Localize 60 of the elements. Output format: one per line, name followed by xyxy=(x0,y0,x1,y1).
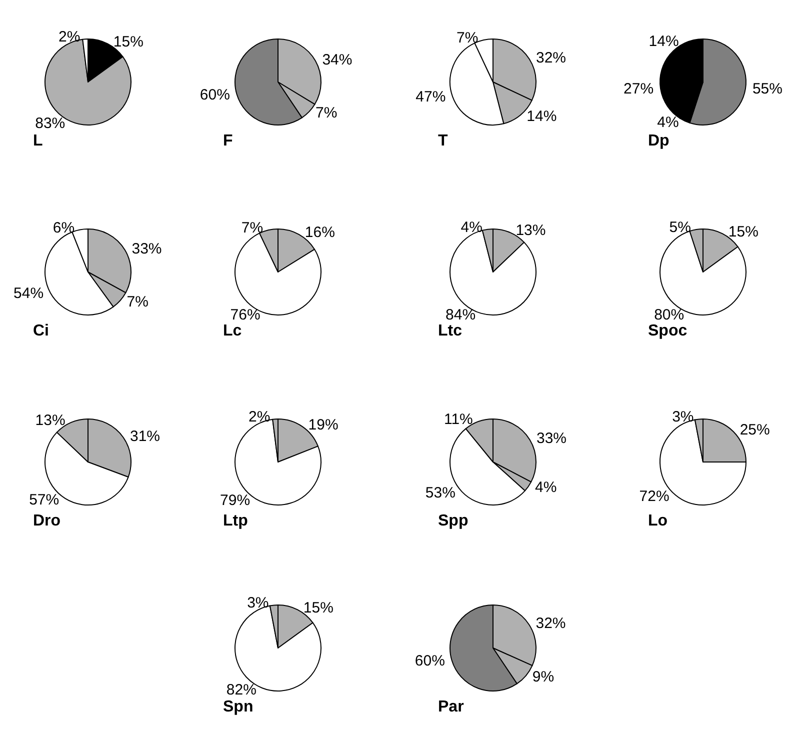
data-label: 7% xyxy=(126,293,148,310)
data-label: 31% xyxy=(130,428,160,445)
text: Dp xyxy=(648,132,670,150)
data-label: 11% xyxy=(444,411,473,428)
data-label: 4% xyxy=(657,114,679,132)
text: L xyxy=(33,132,43,150)
data-label: 7% xyxy=(316,104,338,122)
data-label: 3% xyxy=(672,408,694,426)
data-label: 76% xyxy=(230,306,260,324)
data-label: 33% xyxy=(132,240,162,258)
text: Ci xyxy=(33,322,49,340)
data-label: 9% xyxy=(532,668,554,686)
text: Lo xyxy=(648,512,668,530)
data-label: 15% xyxy=(728,223,758,240)
text: Ltp xyxy=(223,512,248,530)
data-label: 53% xyxy=(425,484,456,502)
data-label: 5% xyxy=(669,219,691,236)
data-label: 7% xyxy=(241,220,264,237)
data-label: 72% xyxy=(639,488,670,506)
data-label: 2% xyxy=(248,408,270,426)
data-label: 55% xyxy=(752,80,782,98)
data-label: 16% xyxy=(304,224,335,242)
data-label: 32% xyxy=(536,49,566,66)
text: Dro xyxy=(33,512,61,530)
data-label: 19% xyxy=(308,416,338,434)
data-label: 15% xyxy=(113,33,144,50)
data-label: 13% xyxy=(35,412,66,430)
text: T xyxy=(438,132,448,150)
data-label: 57% xyxy=(29,492,60,509)
data-label: 14% xyxy=(648,32,679,50)
data-label: 4% xyxy=(534,479,557,496)
text: Spoc xyxy=(648,322,688,340)
data-label: 13% xyxy=(516,222,546,240)
data-label: 3% xyxy=(247,594,269,612)
data-label: 33% xyxy=(536,430,567,448)
text: Lc xyxy=(223,322,242,340)
data-label: 60% xyxy=(414,652,445,670)
data-label: 2% xyxy=(58,28,80,46)
text: Spn xyxy=(223,698,254,716)
data-label: 15% xyxy=(303,599,334,616)
data-label: 6% xyxy=(52,219,75,236)
data-label: 84% xyxy=(446,306,476,324)
data-label: 7% xyxy=(456,30,478,47)
data-label: 54% xyxy=(14,285,44,302)
data-label: 27% xyxy=(624,80,654,98)
data-label: 25% xyxy=(740,422,770,439)
text: F xyxy=(223,132,233,150)
text: Ltc xyxy=(438,322,462,340)
data-label: 4% xyxy=(460,218,482,236)
data-label: 14% xyxy=(526,108,557,126)
data-label: 60% xyxy=(200,86,230,104)
data-label: 82% xyxy=(226,681,256,698)
data-label: 79% xyxy=(220,492,250,510)
text: Par xyxy=(438,698,464,716)
data-label: 34% xyxy=(322,51,352,68)
data-label: 80% xyxy=(654,306,684,324)
data-label: 47% xyxy=(416,88,446,106)
text: Spp xyxy=(438,512,468,530)
data-label: 32% xyxy=(536,615,566,632)
data-label: 83% xyxy=(35,114,66,132)
